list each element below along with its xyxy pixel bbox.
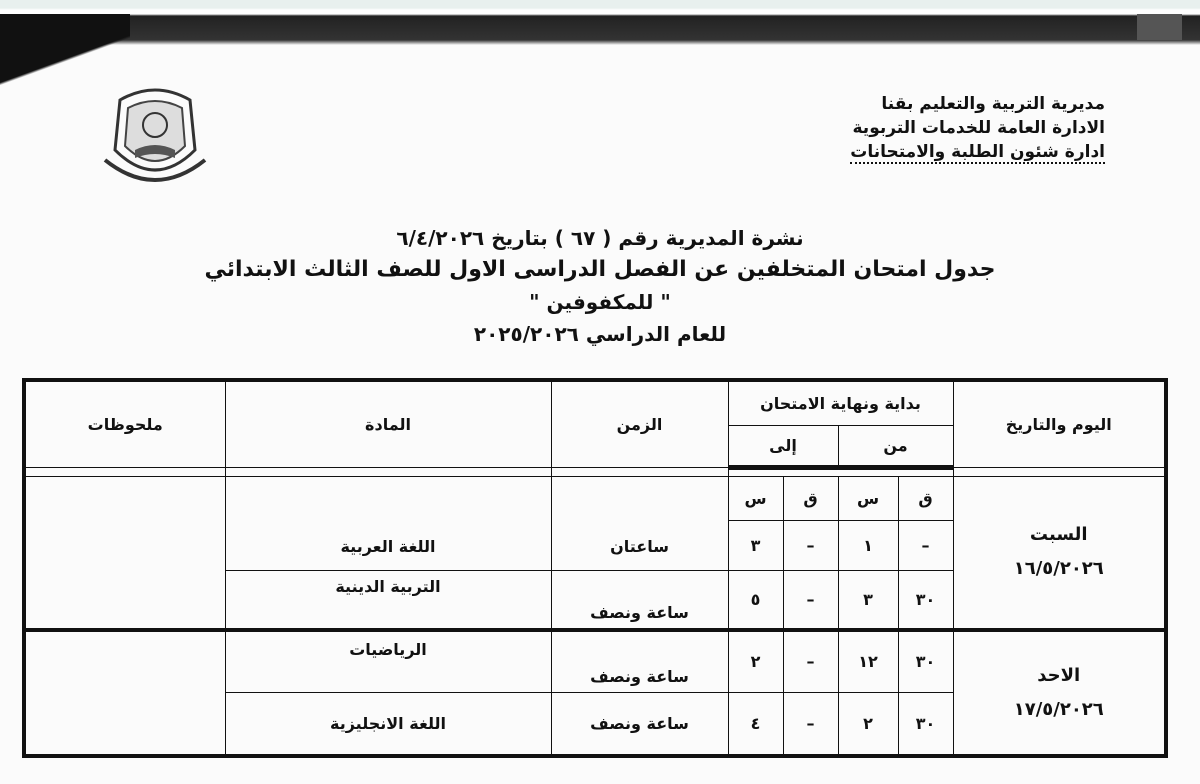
to-hour: ٥ <box>727 569 784 631</box>
header-from: من <box>837 424 954 470</box>
header-start-end: بداية ونهاية الامتحان <box>727 379 954 426</box>
audience-title: " للمكفوفين " <box>529 290 671 314</box>
subject-cell: اللغة الانجليزية <box>224 691 552 757</box>
to-minute: – <box>782 569 839 631</box>
day-date: ١٦/٥/٢٠٢٦ <box>1013 558 1104 580</box>
to-minute: – <box>782 629 839 693</box>
header-duration: الزمن <box>550 379 729 468</box>
org-line-1: مديرية التربية والتعليم بقنا <box>881 94 1105 114</box>
bulletin-title: نشرة المديرية رقم ( ٦٧ ) بتاريخ ٦/٤/٢٠٢٦ <box>396 226 804 250</box>
from-hour-label: س <box>837 475 899 521</box>
to-hour-label: س <box>727 475 784 521</box>
from-hour: ٢ <box>837 691 899 757</box>
header-day-date: اليوم والتاريخ <box>952 379 1167 468</box>
subject-cell: الرياضيات <box>224 629 552 693</box>
day-date: ١٧/٥/٢٠٢٦ <box>1013 699 1104 720</box>
to-hour: ٤ <box>727 691 784 757</box>
directorate-logo <box>100 80 210 199</box>
day-cell: السبت ١٦/٥/٢٠٢٦ <box>952 475 1167 632</box>
header-notes: ملحوظات <box>23 379 226 468</box>
day-name: الاحد <box>1037 665 1081 686</box>
from-hour: ٣ <box>837 569 899 631</box>
header-to: إلى <box>727 424 839 470</box>
day-cell: الاحد ١٧/٥/٢٠٢٦ <box>952 629 1167 757</box>
duration-cell: ساعة ونصف <box>550 629 729 693</box>
day-name: السبت <box>1029 524 1088 546</box>
from-minute: ٣٠ <box>897 569 954 631</box>
exam-schedule-table: اليوم والتاريخ بداية ونهاية الامتحان الز… <box>22 378 1168 758</box>
subject-cell: التربية الدينية <box>224 569 552 631</box>
from-hour: ١ <box>837 519 899 571</box>
duration-cell: ساعة ونصف <box>550 569 729 631</box>
duration-cell: ساعة ونصف <box>550 691 729 757</box>
from-hour: ١٢ <box>837 629 899 693</box>
from-minute: ٣٠ <box>897 629 954 693</box>
from-minute-label: ق <box>897 475 954 521</box>
document-titles: نشرة المديرية رقم ( ٦٧ ) بتاريخ ٦/٤/٢٠٢٦… <box>0 222 1200 350</box>
to-hour: ٢ <box>727 629 784 693</box>
year-title: للعام الدراسي ٢٠٢٥/٢٠٢٦ <box>473 322 727 346</box>
from-minute: ٣٠ <box>897 691 954 757</box>
to-minute: – <box>782 519 839 571</box>
scan-edge <box>0 0 1200 104</box>
header-subject: المادة <box>224 379 552 468</box>
org-line-2: الادارة العامة للخدمات التربوية <box>852 118 1106 138</box>
notes-cell <box>23 475 226 632</box>
notes-cell <box>23 629 226 757</box>
to-hour: ٣ <box>727 519 784 571</box>
to-minute-label: ق <box>782 475 839 521</box>
duration-cell: ساعتان <box>550 475 729 571</box>
from-minute: – <box>897 519 954 571</box>
schedule-title: جدول امتحان المتخلفين عن الفصل الدراسى ا… <box>204 257 996 282</box>
subject-cell: اللغة العربية <box>224 475 552 571</box>
to-minute: – <box>782 691 839 757</box>
org-line-3: ادارة شئون الطلبة والامتحانات <box>850 142 1105 164</box>
organization-header: مديرية التربية والتعليم بقنا الادارة الع… <box>850 92 1105 164</box>
